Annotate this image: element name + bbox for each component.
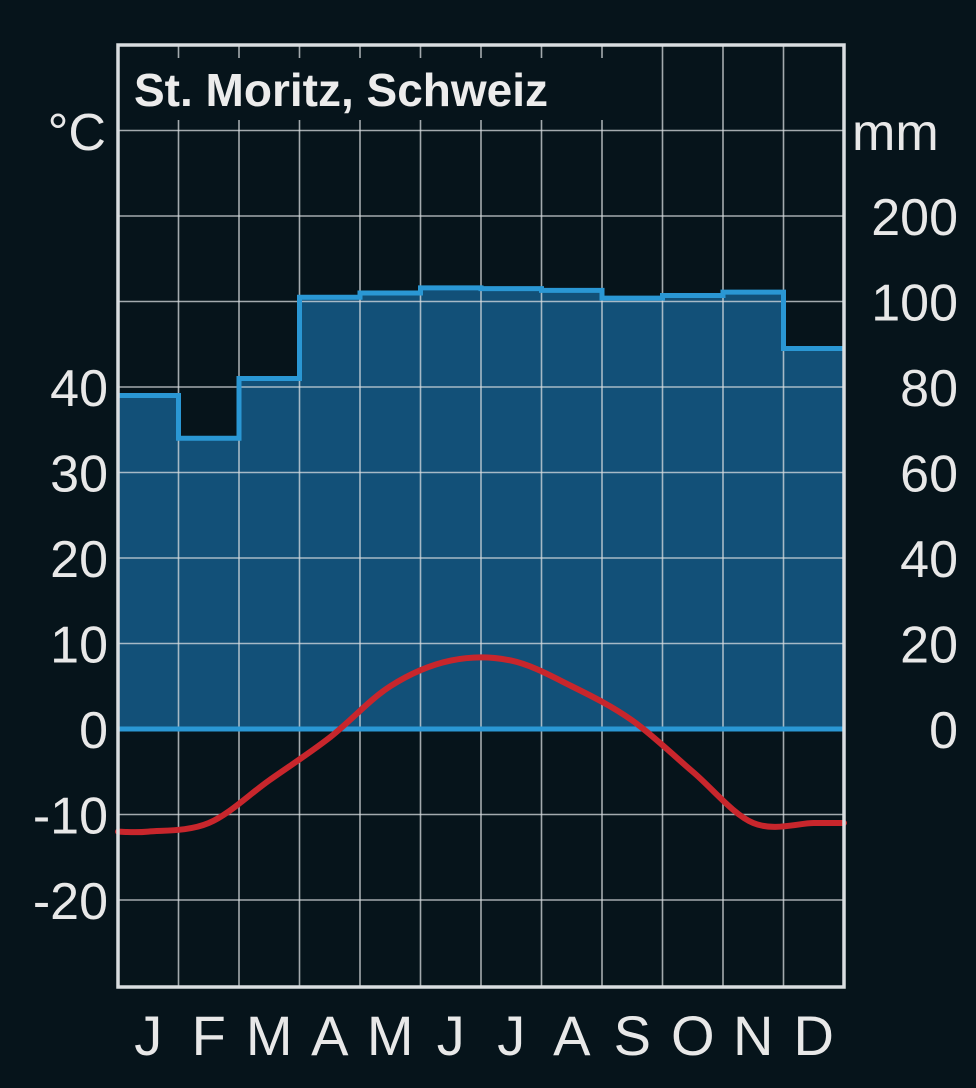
right-tick-label: 0 <box>929 702 958 760</box>
month-label: S <box>614 1004 651 1067</box>
month-label: D <box>794 1004 834 1067</box>
left-axis-ticks: 40 30 20 10 0 -10 -20 <box>33 360 108 931</box>
right-tick-label: 40 <box>900 531 958 589</box>
left-axis-unit: °C <box>48 104 106 162</box>
precip-bar-9 <box>602 298 663 729</box>
precip-bar-11 <box>723 292 784 729</box>
right-axis-unit: mm <box>852 104 939 162</box>
precip-step-line <box>118 285 844 441</box>
title-background <box>126 58 646 120</box>
precip-bar-4 <box>299 297 361 729</box>
left-tick-label: 30 <box>50 446 108 504</box>
month-label: A <box>553 1004 591 1067</box>
precipitation-bars <box>118 287 845 729</box>
precip-bar-10 <box>662 295 724 729</box>
left-tick-label: -10 <box>33 788 108 846</box>
plot-frame <box>116 43 846 989</box>
precip-bar-3 <box>239 378 300 729</box>
month-label: A <box>311 1004 349 1067</box>
right-tick-label: 20 <box>900 617 958 675</box>
left-tick-label: 0 <box>79 702 108 760</box>
month-label: O <box>671 1004 715 1067</box>
right-tick-label: 80 <box>900 360 958 418</box>
precip-bar-1 <box>118 395 179 729</box>
month-label: J <box>134 1004 162 1067</box>
temperature-line <box>115 654 847 836</box>
left-tick-label: -20 <box>33 873 108 931</box>
right-tick-label: 60 <box>900 446 958 504</box>
precipitation-outline <box>118 285 844 441</box>
month-label: J <box>497 1004 525 1067</box>
chart-title: St. Moritz, Schweiz <box>134 64 548 116</box>
precip-bar-5 <box>360 292 421 729</box>
month-label: J <box>437 1004 465 1067</box>
right-tick-label: 200 <box>871 189 958 247</box>
month-label: F <box>192 1004 226 1067</box>
precip-bar-8 <box>541 290 603 729</box>
left-tick-label: 20 <box>50 531 108 589</box>
month-label: M <box>367 1004 414 1067</box>
precip-bar-12 <box>783 348 845 729</box>
month-label: N <box>733 1004 773 1067</box>
month-label: M <box>246 1004 293 1067</box>
right-tick-label: 100 <box>871 275 958 333</box>
left-tick-label: 40 <box>50 360 108 418</box>
precip-bar-2 <box>178 438 240 729</box>
left-tick-label: 10 <box>50 617 108 675</box>
